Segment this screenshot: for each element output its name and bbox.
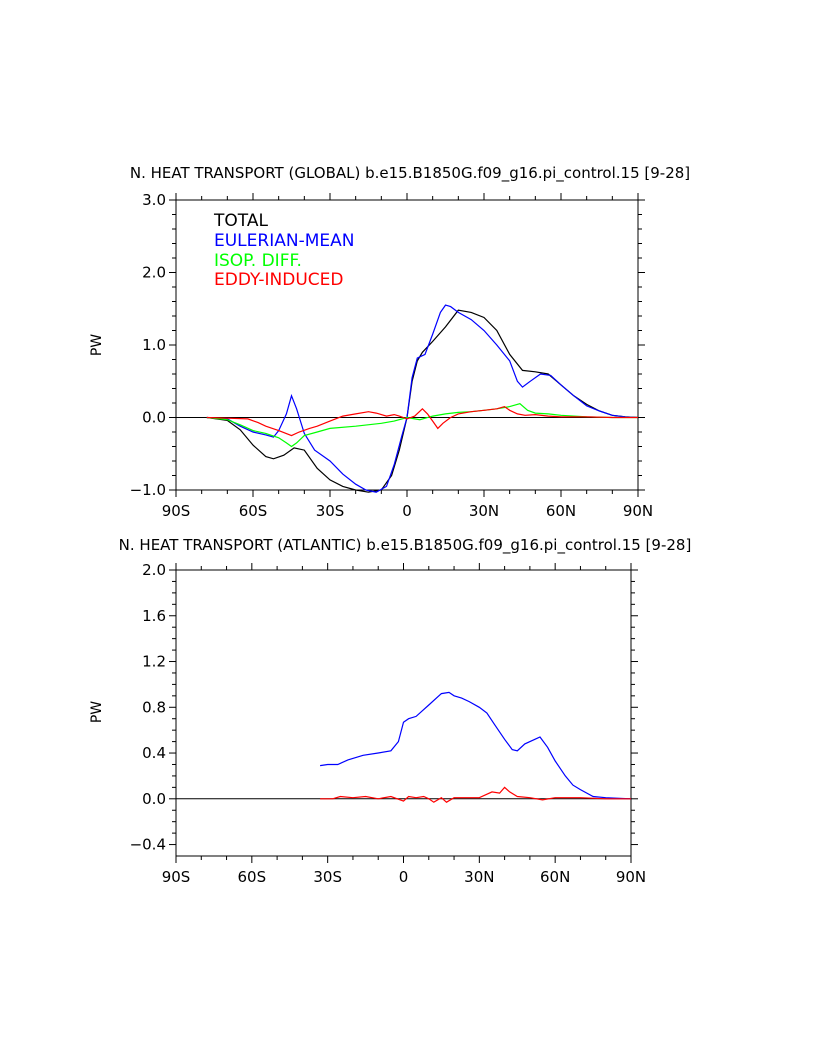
x-tick-label-30n: 30N (464, 868, 494, 886)
y-tick-label: −1.0 (130, 481, 166, 499)
x-tick-label-30n: 30N (469, 502, 499, 520)
y-tick-label: 0.8 (142, 698, 166, 716)
y-axis-label: PW (89, 701, 105, 723)
legend-entry-total: TOTAL (213, 211, 268, 231)
x-tick-label-0: 0 (399, 868, 409, 886)
y-tick-label: 1.0 (142, 336, 166, 354)
series-line-total (206, 309, 639, 493)
x-tick-label-30s: 30S (316, 502, 345, 520)
legend-entry-isop-diff: ISOP. DIFF. (214, 251, 302, 271)
y-tick-label: 2.0 (142, 264, 166, 282)
x-tick-label-90n: 90N (623, 502, 653, 520)
series-layer (320, 691, 632, 803)
series-line-isop-diff (206, 403, 638, 448)
x-tick-label-90s: 90S (162, 502, 191, 520)
legend-entry-eddy-induced: EDDY-INDUCED (214, 270, 343, 290)
legend: TOTAL EULERIAN-MEAN ISOP. DIFF. EDDY-IND… (213, 211, 354, 290)
atlantic-heat-transport-chart: N. HEAT TRANSPORT (ATLANTIC) b.e15.B1850… (89, 536, 691, 886)
axis-ticks (169, 193, 645, 497)
y-axis-label: PW (89, 334, 105, 356)
series-layer (206, 304, 639, 493)
x-tick-label-60n: 60N (540, 868, 570, 886)
x-tick-label-0: 0 (402, 502, 412, 520)
axis-ticks (169, 563, 638, 863)
y-tick-label: 0.0 (142, 790, 166, 808)
y-tick-label: −0.4 (130, 836, 166, 854)
y-tick-label: 3.0 (142, 191, 166, 209)
y-tick-label: 2.0 (142, 561, 166, 579)
global-heat-transport-chart: N. HEAT TRANSPORT (GLOBAL) b.e15.B1850G.… (89, 164, 690, 520)
x-tick-label-90n: 90N (616, 868, 646, 886)
y-tick-label: 0.0 (142, 409, 166, 427)
series-line-eddy-induced (206, 405, 638, 437)
plot-frame (175, 569, 632, 857)
y-tick-label: 1.2 (142, 653, 166, 671)
x-tick-label-60s: 60S (239, 502, 268, 520)
chart-title: N. HEAT TRANSPORT (ATLANTIC) b.e15.B1850… (119, 536, 692, 555)
chart-title: N. HEAT TRANSPORT (GLOBAL) b.e15.B1850G.… (130, 164, 690, 183)
series-line-eulerian-mean (320, 691, 632, 800)
series-line-eddy-induced (320, 786, 631, 803)
x-tick-label-60n: 60N (546, 502, 576, 520)
series-line-eulerian-mean (206, 304, 639, 493)
x-tick-label-30s: 30S (313, 868, 342, 886)
x-tick-label-60s: 60S (238, 868, 267, 886)
x-tick-label-90s: 90S (162, 868, 191, 886)
y-tick-label: 1.6 (142, 607, 166, 625)
axis-tick-labels: 90S 60S 30S 0 30N 60N 90N −0.4 0.0 0.4 0… (130, 561, 647, 886)
axis-tick-labels: 90S 60S 30S 0 30N 60N 90N −1.0 0.0 1.0 2… (130, 191, 654, 520)
legend-entry-eulerian-mean: EULERIAN-MEAN (214, 231, 354, 251)
y-tick-label: 0.4 (142, 744, 166, 762)
